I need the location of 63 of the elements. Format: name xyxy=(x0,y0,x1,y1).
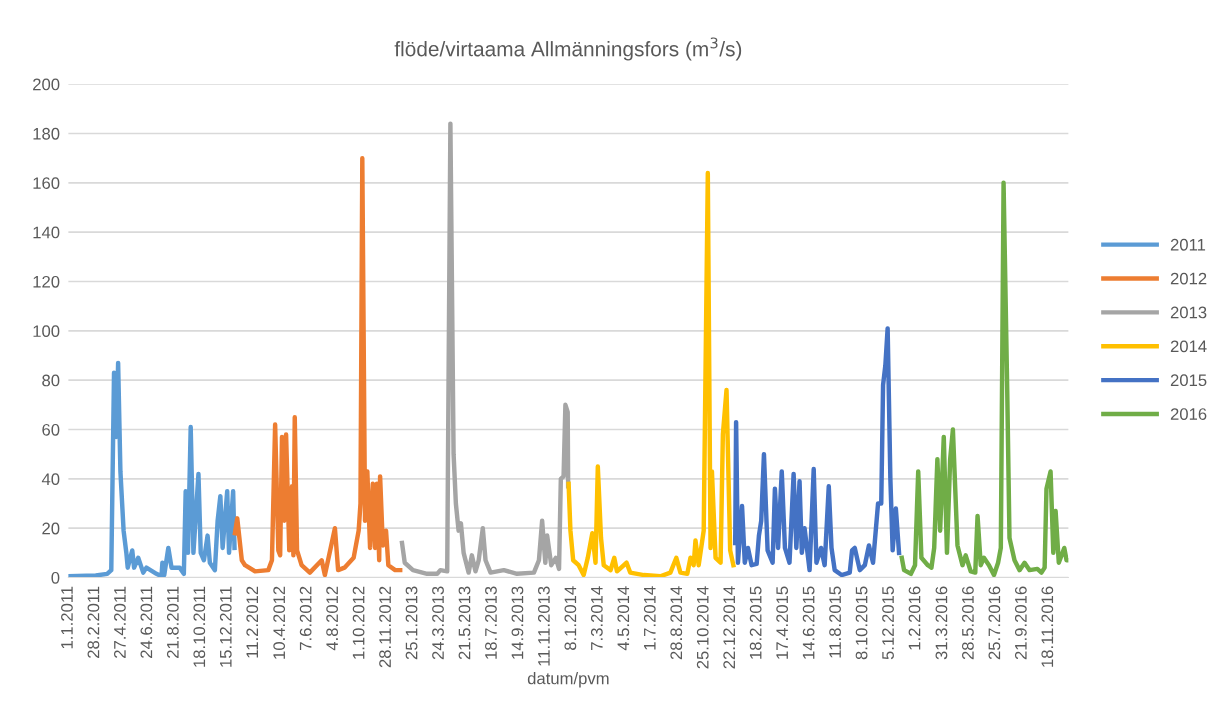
legend-label: 2014 xyxy=(1170,340,1207,353)
chart-title: flöde/virtaama Allmänningsfors (m$^{3}$/s) xyxy=(394,37,742,61)
x-tick-label: 1.10.2012 xyxy=(352,586,365,659)
x-tick-label: 18.10.2011 xyxy=(193,586,206,667)
y-tick-label: 120 xyxy=(33,275,60,288)
x-tick-label: 18.2.2015 xyxy=(749,586,762,659)
x-tick-label: 4.8.2012 xyxy=(326,586,339,651)
legend-label: 2011 xyxy=(1170,238,1206,251)
x-axis-title: datum/pvm xyxy=(527,672,609,688)
x-tick-label: 28.11.2012 xyxy=(379,586,391,668)
x-tick-label: 22.12.2014 xyxy=(723,586,736,669)
legend-label: 2016 xyxy=(1170,408,1207,420)
x-tick-label: 25.1.2013 xyxy=(405,586,418,660)
line-series xyxy=(566,170,736,578)
legend-label: 2013 xyxy=(1170,306,1207,319)
x-tick-label: 17.4.2015 xyxy=(776,586,789,659)
y-tick-label: 200 xyxy=(33,78,60,91)
line-series xyxy=(232,155,403,578)
y-tick-label: 60 xyxy=(42,423,60,436)
y-tick-label: 0 xyxy=(51,571,60,584)
x-tick-label: 4.5.2014 xyxy=(617,586,630,651)
y-tick-label: 180 xyxy=(33,127,60,140)
y-tick-label: 20 xyxy=(42,522,60,535)
x-tick-label: 7.3.2014 xyxy=(590,586,603,650)
x-tick-label: 10.4.2012 xyxy=(273,586,286,659)
x-tick-label: 14.9.2013 xyxy=(511,586,524,659)
y-tick-label: 100 xyxy=(33,325,60,338)
x-tick-label: 11.11.2013 xyxy=(538,586,550,666)
x-tick-label: 11.8.2015 xyxy=(829,586,841,658)
legend-label: 2012 xyxy=(1170,272,1207,285)
x-tick-label: 27.4.2011 xyxy=(113,586,126,658)
x-tick-label: 21.5.2013 xyxy=(458,586,471,660)
x-tick-label: 18.7.2013 xyxy=(485,586,497,659)
line-series xyxy=(732,326,902,578)
x-tick-label: 14.6.2015 xyxy=(802,586,815,659)
x-tick-label: 25.10.2014 xyxy=(696,586,709,669)
x-tick-label: 1.7.2014 xyxy=(643,586,656,650)
x-tick-label: 8.10.2015 xyxy=(855,586,868,660)
x-tick-label: 7.6.2012 xyxy=(299,586,312,650)
line-series xyxy=(899,180,1069,578)
y-tick-label: 40 xyxy=(41,473,60,486)
x-tick-label: 8.1.2014 xyxy=(564,586,577,651)
line-series xyxy=(68,360,237,578)
y-tick-label: 80 xyxy=(42,374,60,387)
x-tick-label: 1.1.2011 xyxy=(61,586,73,649)
y-tick-label: 140 xyxy=(33,226,60,239)
x-tick-label: 15.12.2011 xyxy=(219,586,232,667)
y-tick-label: 160 xyxy=(33,177,60,190)
line-series xyxy=(399,121,571,577)
x-tick-label: 21.8.2011 xyxy=(166,586,179,658)
x-tick-label: 5.12.2015 xyxy=(882,586,894,660)
legend-label: 2015 xyxy=(1170,374,1207,387)
x-tick-label: 28.8.2014 xyxy=(670,586,683,660)
x-tick-label: 11.2.2012 xyxy=(246,586,259,658)
x-tick-label: 21.9.2016 xyxy=(1014,586,1027,660)
x-tick-label: 25.7.2016 xyxy=(988,586,1001,660)
x-tick-label: 18.11.2016 xyxy=(1041,586,1054,667)
x-tick-label: 28.5.2016 xyxy=(962,586,974,660)
x-tick-label: 28.2.2011 xyxy=(87,586,100,658)
x-tick-label: 31.3.2016 xyxy=(935,586,948,660)
x-tick-label: 24.6.2011 xyxy=(140,586,153,658)
x-tick-label: 1.2.2016 xyxy=(908,586,921,650)
x-tick-label: 24.3.2013 xyxy=(432,586,444,660)
